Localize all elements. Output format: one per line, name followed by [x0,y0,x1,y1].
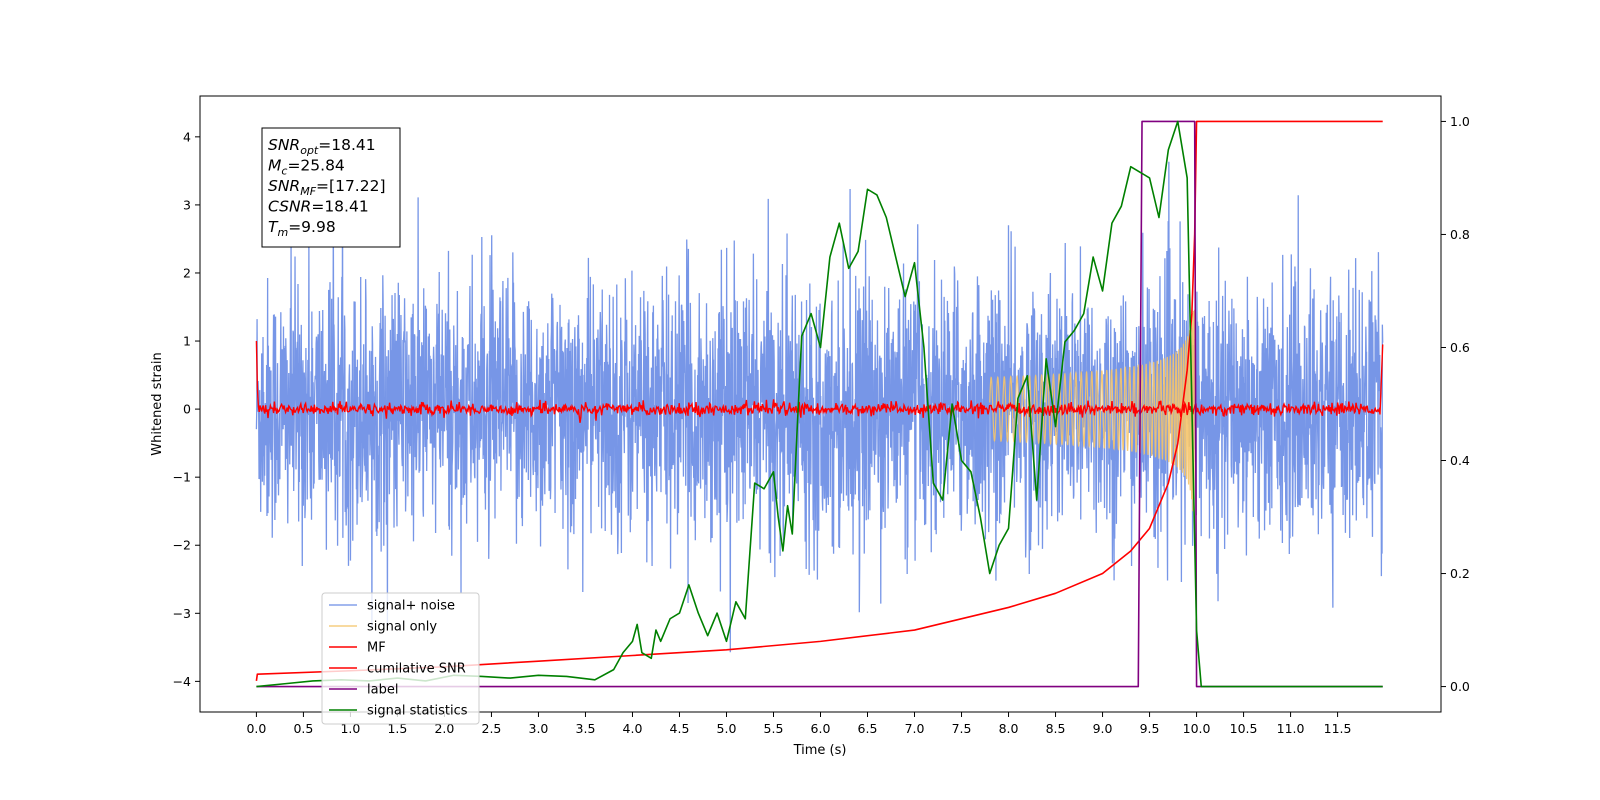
y-axis-left: −4 −3 −2 −1 0 1 2 3 4 [173,129,200,689]
legend-entry: signal statistics [367,704,468,719]
x-axis: 0.0 0.5 1.0 1.5 2.0 2.5 3.0 3.5 4.0 4.5 5.0 5.5 6.0 6… [246,712,1352,736]
x-tick-label: 0.5 [293,721,313,736]
stats-annotation-box: SNRopt=18.41Mc=25.84SNRMF=[17.22]CSNR=18… [261,127,401,248]
y-tick-label: 3 [183,197,191,212]
annotation-value: =18.41 [318,136,375,154]
series-layer [255,120,1384,688]
series-signal-statistics [256,120,1383,688]
x-tick-label: 0.0 [246,721,266,736]
x-tick-label: 11.0 [1277,721,1305,736]
y-tick-label: 1 [183,334,191,349]
y-tick-label: −4 [173,674,191,689]
legend-frame [321,592,480,725]
x-tick-label: 9.0 [1093,721,1113,736]
legend: signal+ noise signal only MF cumilative SNR… [321,592,480,725]
annotation-line: SNRMF=[17.22] [268,177,386,198]
x-tick-label: 2.5 [482,721,502,736]
annotation-symbol: M [268,157,281,175]
x-tick-label: 10.5 [1230,721,1258,736]
annotation-line: CSNR=18.41 [268,198,369,216]
annotation-value: =9.98 [288,218,336,236]
annotation-value: =25.84 [287,157,344,175]
y-tick-label: 4 [183,129,191,144]
y2-tick-label: 0.8 [1450,227,1470,242]
y-tick-label: −3 [173,606,191,621]
x-tick-label: 7.5 [952,721,972,736]
x-tick-label: 5.5 [764,721,784,736]
annotation-subscript: c [281,165,287,178]
legend-entry: label [367,683,398,698]
y2-tick-label: 0.2 [1450,566,1470,581]
legend-entry: signal+ noise [367,599,455,614]
x-tick-label: 3.5 [576,721,596,736]
annotation-frame [261,127,401,248]
x-tick-label: 1.0 [340,721,360,736]
annotation-line: SNRopt=18.41 [268,136,376,157]
x-tick-label: 7.0 [905,721,925,736]
y-tick-label: 2 [183,265,191,280]
y-axis-label: Whitened strain [150,352,165,455]
y-tick-label: −2 [173,538,191,553]
annotation-line: Mc=25.84 [268,157,345,178]
x-tick-label: 5.0 [717,721,737,736]
y-tick-label: 0 [183,402,191,417]
annotation-value: =[17.22] [316,177,385,195]
y2-tick-label: 0.4 [1450,453,1470,468]
legend-entry: MF [367,641,386,656]
y-axis-right: 0.0 0.2 0.4 0.6 0.8 1.0 [1441,114,1470,694]
legend-entry: signal only [367,620,437,635]
x-tick-label: 10.0 [1183,721,1211,736]
series-cumulative-snr [255,120,1383,682]
annotation-subscript: opt [300,144,319,157]
x-tick-label: 8.0 [999,721,1019,736]
annotation-symbol: CSNR [268,198,311,216]
x-tick-label: 3.0 [529,721,549,736]
x-tick-label: 8.5 [1046,721,1066,736]
annotation-symbol: T [268,218,279,236]
series-mf [255,341,1384,423]
series-signal-only [989,309,1197,512]
y2-tick-label: 0.6 [1450,340,1470,355]
legend-entry: cumilative SNR [367,662,466,677]
x-axis-label: Time (s) [793,743,847,758]
annotation-subscript: MF [300,185,316,198]
annotation-symbol: SNR [268,177,300,195]
x-tick-label: 1.5 [387,721,407,736]
annotation-line: Tm=9.98 [268,218,336,239]
x-tick-label: 11.5 [1324,721,1352,736]
x-tick-label: 6.5 [858,721,878,736]
annotation-value: =18.41 [311,198,368,216]
x-tick-label: 4.5 [670,721,690,736]
x-tick-label: 2.0 [434,721,454,736]
y2-tick-label: 1.0 [1450,114,1470,129]
annotation-subscript: m [277,226,288,239]
x-tick-label: 6.0 [811,721,831,736]
y-tick-label: −1 [173,470,191,485]
x-tick-label: 4.0 [623,721,643,736]
annotation-symbol: SNR [268,136,300,154]
y2-tick-label: 0.0 [1450,679,1470,694]
x-tick-label: 9.5 [1140,721,1160,736]
